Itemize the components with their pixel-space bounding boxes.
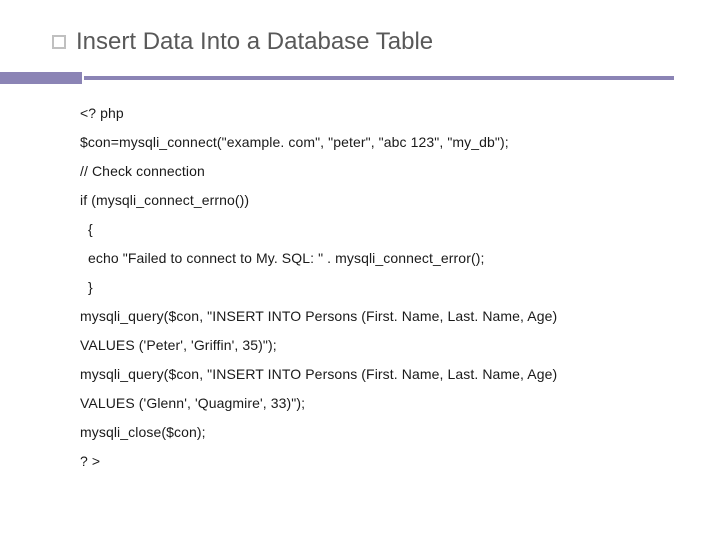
code-line: VALUES ('Peter', 'Griffin', 35)"); [80, 338, 674, 352]
code-line: ? > [80, 454, 674, 468]
code-line: mysqli_query($con, "INSERT INTO Persons … [80, 367, 674, 381]
divider-accent [0, 72, 84, 84]
title-row: Insert Data Into a Database Table [0, 28, 720, 56]
code-line: mysqli_query($con, "INSERT INTO Persons … [80, 309, 674, 323]
code-line: } [80, 280, 674, 294]
code-line: VALUES ('Glenn', 'Quagmire', 33)"); [80, 396, 674, 410]
slide-title: Insert Data Into a Database Table [76, 28, 433, 56]
code-line: echo "Failed to connect to My. SQL: " . … [80, 251, 674, 265]
title-bullet-icon [52, 35, 66, 49]
divider-line [84, 76, 674, 80]
code-line: if (mysqli_connect_errno()) [80, 193, 674, 207]
code-line: mysqli_close($con); [80, 425, 674, 439]
code-block: <? php $con=mysqli_connect("example. com"… [0, 106, 720, 468]
code-line: // Check connection [80, 164, 674, 178]
code-line: { [80, 222, 674, 236]
code-line: $con=mysqli_connect("example. com", "pet… [80, 135, 674, 149]
divider [0, 72, 720, 84]
code-line: <? php [80, 106, 674, 120]
slide: Insert Data Into a Database Table <? php… [0, 0, 720, 540]
